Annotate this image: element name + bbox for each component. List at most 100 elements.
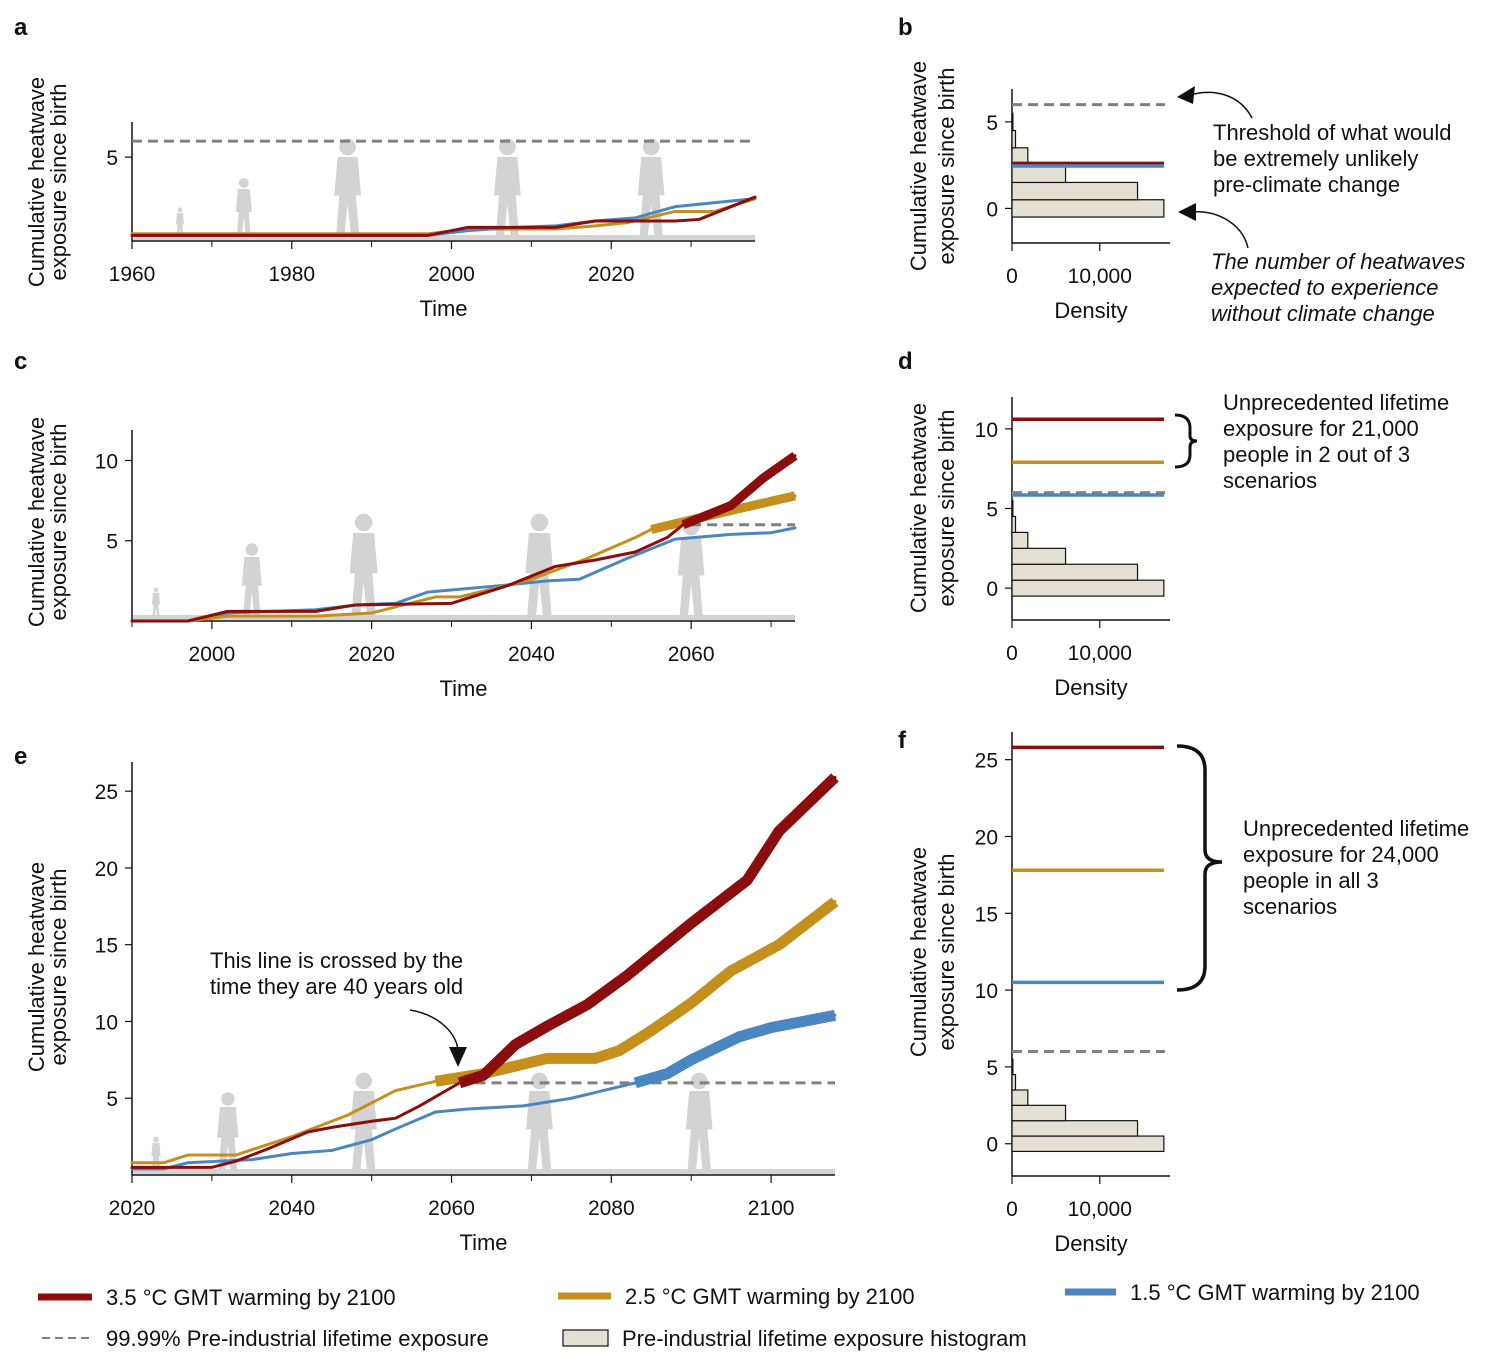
series-exceedance-gold [434,897,839,1087]
y-tick-label: 10 [95,1011,118,1034]
y-tick-label: 15 [95,935,118,958]
silhouette-head [153,587,159,593]
y-axis-label-line: Cumulative heatwave [24,862,49,1072]
annotation-threshold: be extremely unlikely [1213,146,1418,171]
silhouette-head [245,543,259,556]
annotation-e: This line is crossed by the [210,948,463,973]
legend-label: Pre-industrial lifetime exposure histogr… [622,1326,1027,1351]
person-silhouette-icon [677,518,705,617]
histogram-bar [1011,181,1139,201]
x-tick-label: 2080 [588,1197,635,1220]
x-axis-label: Density [1054,1231,1127,1256]
x-tick-label: 2000 [189,643,236,666]
arrow-threshold-head [1177,86,1195,104]
panel-letter: e [14,743,27,770]
baseline-band [133,235,755,240]
histogram-bar [1011,563,1139,581]
brace-d [1174,413,1198,469]
silhouette-body [235,189,252,237]
x-axis-label: Density [1054,675,1127,700]
y-tick-label: 5 [106,147,118,170]
annotation-d: scenarios [1223,468,1317,493]
annotation-f: people in all 3 [1243,868,1379,893]
series-exceedance-red [681,451,798,529]
y-tick-label: 10 [975,980,998,1003]
panel-letter: f [898,727,907,754]
silhouette-head [177,207,183,213]
legend-item-blue: 1.5 °C GMT warming by 2100 [1065,1280,1420,1305]
x-axis-label: Time [439,676,487,701]
y-axis-label-line: Cumulative heatwave [24,77,49,287]
arrow-threshold [1189,91,1253,119]
histogram-bar [1011,1135,1165,1153]
histogram-bar [1011,1089,1029,1106]
legend-item-hist: Pre-industrial lifetime exposure histogr… [562,1326,1027,1351]
panel-d: d Cumulative heatwave exposure since birth… [898,348,1170,700]
y-axis-label-line: Cumulative heatwave [24,417,49,627]
silhouette-body [637,157,665,237]
legend-label: 3.5 °C GMT warming by 2100 [106,1285,396,1310]
x-tick-label: 10,000 [1068,265,1132,288]
x-tick-label: 10,000 [1068,642,1132,665]
histogram-bar [1011,1074,1017,1091]
silhouette-body [494,157,521,237]
y-axis-label-line: exposure since birth [934,68,959,265]
person-silhouette-icon [175,207,184,237]
y-tick-label: 25 [95,781,118,804]
panel-b: b Cumulative heatwave exposure since birth… [898,14,1170,323]
histogram-bar [1011,547,1067,565]
legend-item-threshold: 99.99% Pre-industrial lifetime exposure [42,1326,489,1351]
x-tick-label: 2000 [428,263,475,286]
legend: 3.5 °C GMT warming by 2100 2.5 °C GMT war… [38,1280,1420,1351]
person-silhouette-icon [526,1072,553,1171]
person-silhouette-icon [151,587,160,617]
person-silhouette-icon [349,513,378,617]
y-axis-label-line: exposure since birth [46,869,71,1066]
annotation-e: time they are 40 years old [210,974,463,999]
x-tick-label: 2040 [508,643,555,666]
histogram-bar [1011,129,1017,149]
silhouette-head [531,1072,548,1090]
silhouette-head [339,138,356,156]
silhouette-body [241,557,262,617]
silhouette-body [677,537,705,617]
silhouette-head [221,1092,235,1106]
silhouette-head [690,1072,708,1090]
series-exceedance-blue [633,1009,837,1089]
x-tick-label: 2020 [348,643,395,666]
x-tick-label: 1960 [109,263,156,286]
arrow-expected [1191,211,1249,249]
x-tick-label: 0 [1006,265,1018,288]
panel-f: f Cumulative heatwave exposure since birth… [898,727,1170,1256]
x-tick-label: 1980 [268,263,315,286]
x-tick-label: 0 [1006,1198,1018,1221]
annotation-d: people in 2 out of 3 [1223,442,1410,467]
x-axis-label: Density [1054,298,1127,323]
y-tick-label: 5 [986,112,998,135]
y-tick-label: 5 [106,531,118,554]
annotation-f: exposure for 24,000 [1243,842,1439,867]
x-tick-label: 2060 [668,643,715,666]
silhouette-body [349,533,378,617]
annotation-threshold: pre-climate change [1213,172,1400,197]
person-silhouette-icon [494,138,521,237]
panel-letter: a [14,14,28,41]
y-tick-label: 20 [95,858,118,881]
x-tick-label: 2040 [268,1197,315,1220]
histogram-bar [1011,1104,1067,1122]
silhouette-body [685,1091,713,1171]
x-tick-label: 2060 [428,1197,475,1220]
person-silhouette-icon [525,513,554,617]
silhouette-head [642,138,660,156]
series-line-gold [130,900,837,1165]
silhouette-head [238,178,249,188]
y-tick-label: 0 [986,578,998,601]
